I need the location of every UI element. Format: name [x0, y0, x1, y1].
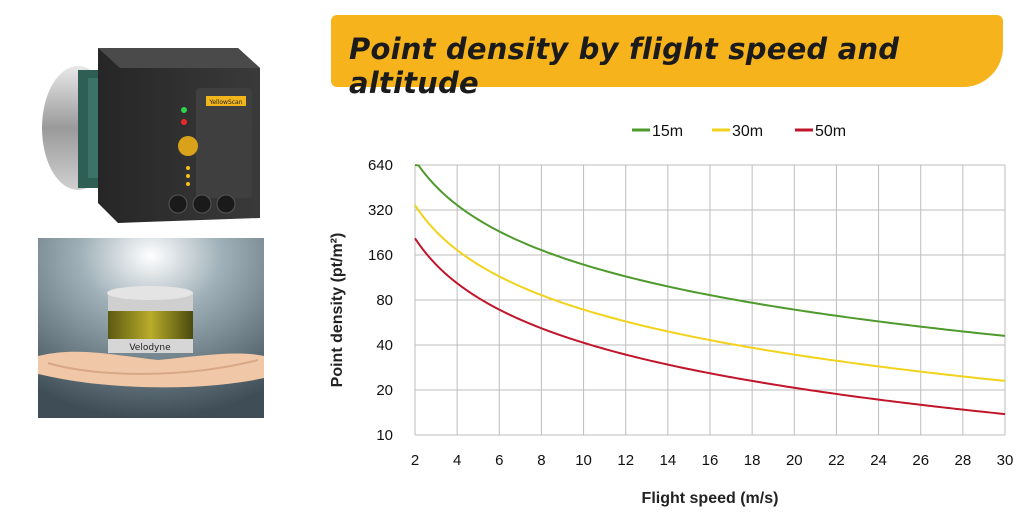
point-density-chart: 2 4 6 8 10 12 14 16 18 20 22 24 26 28 30 1020408016032… — [329, 123, 1014, 507]
chart-title: Point density by flight speed and altitu… — [349, 32, 900, 100]
scanner-brand-label: YellowScan — [208, 99, 242, 106]
y-tick-labels: 10 20 40 80 160 320 640 — [368, 157, 393, 444]
y-tick-label: 10 — [376, 427, 393, 444]
x-tick-label: 4 — [453, 452, 461, 469]
series-line-50m — [414, 237, 1006, 416]
y-tick-label: 320 — [368, 202, 393, 219]
y-tick-label: 80 — [376, 292, 393, 309]
legend-label-30m: 30m — [732, 123, 763, 140]
x-tick-labels: 2 4 6 8 10 12 14 16 18 20 22 24 26 28 30 — [411, 452, 1014, 469]
x-tick-label: 12 — [617, 452, 634, 469]
x-tick-label: 30 — [997, 452, 1014, 469]
chart-series-lines — [414, 164, 1006, 416]
y-tick-label: 40 — [376, 337, 393, 354]
x-tick-label: 8 — [537, 452, 545, 469]
x-axis-label: Flight speed (m/s) — [642, 490, 779, 507]
x-tick-label: 10 — [575, 452, 592, 469]
title-banner: Point density by flight speed and altitu… — [331, 15, 1003, 100]
y-tick-label: 20 — [376, 382, 393, 399]
velodyne-brand-label: Velodyne — [129, 343, 171, 353]
x-tick-label: 18 — [744, 452, 761, 469]
x-tick-label: 28 — [955, 452, 972, 469]
x-tick-label: 24 — [870, 452, 887, 469]
y-axis-label: Point density (pt/m²) — [329, 233, 346, 388]
legend-label-50m: 50m — [815, 123, 846, 140]
velodyne-lidar-image: Velodyne — [38, 238, 264, 418]
y-tick-label: 160 — [368, 247, 393, 264]
x-tick-label: 20 — [786, 452, 803, 469]
x-tick-label: 16 — [702, 452, 719, 469]
yellowscan-scanner-image: YellowScan — [42, 48, 260, 223]
x-tick-label: 2 — [411, 452, 419, 469]
x-tick-label: 6 — [495, 452, 503, 469]
series-line-30m — [414, 204, 1006, 382]
x-tick-label: 14 — [660, 452, 677, 469]
y-tick-label: 640 — [368, 157, 393, 174]
chart-grid — [414, 164, 1006, 436]
x-tick-label: 26 — [912, 452, 929, 469]
x-tick-label: 22 — [828, 452, 845, 469]
legend-label-15m: 15m — [652, 123, 683, 140]
series-line-15m — [414, 164, 1006, 337]
chart-legend: 15m 30m 50m — [632, 123, 846, 140]
